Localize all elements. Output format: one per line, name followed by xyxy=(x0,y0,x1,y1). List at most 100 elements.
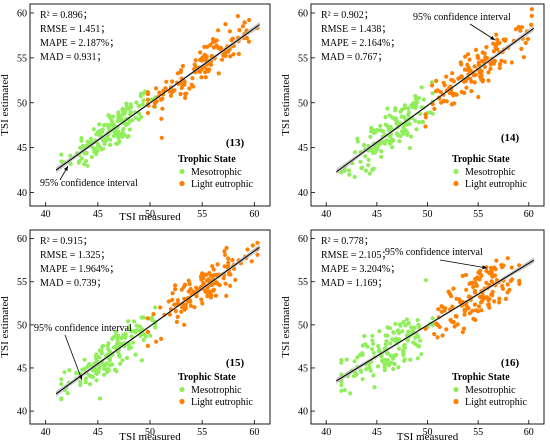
data-point xyxy=(228,54,233,59)
data-point xyxy=(430,91,435,96)
data-point xyxy=(145,316,150,321)
data-point xyxy=(110,362,115,367)
data-point xyxy=(134,100,139,105)
data-point xyxy=(255,252,260,257)
data-point xyxy=(423,115,428,120)
data-point xyxy=(242,20,247,25)
data-point xyxy=(233,277,238,282)
data-point xyxy=(149,315,154,320)
data-point xyxy=(401,125,406,130)
data-point xyxy=(141,337,146,343)
data-point xyxy=(117,354,122,359)
data-point xyxy=(216,71,221,76)
data-point xyxy=(78,145,83,150)
data-point xyxy=(401,353,406,358)
data-point xyxy=(383,115,388,120)
data-point xyxy=(145,90,150,95)
panel-number: (14) xyxy=(501,132,520,144)
stat-line: MAD = 1.169； xyxy=(321,278,387,289)
data-point xyxy=(97,122,102,127)
data-point xyxy=(370,333,375,338)
data-point xyxy=(191,84,196,89)
x-tick-label: 45 xyxy=(93,209,103,220)
data-point xyxy=(529,7,534,12)
series-light-eutrophic xyxy=(423,7,534,129)
data-point xyxy=(471,73,476,78)
panel-15: 40 45 50 55 60 40 45 50 55 60 TSI measured TSI esti… xyxy=(0,229,271,443)
data-point xyxy=(493,273,498,278)
data-point xyxy=(476,62,481,67)
data-point xyxy=(203,288,208,293)
data-point xyxy=(453,314,458,319)
data-point xyxy=(203,70,208,75)
data-point xyxy=(85,364,90,369)
panel-14: 40 45 50 55 60 40 45 50 55 60 TSI estimated R² = 0.… xyxy=(280,3,545,220)
x-tick-label: 60 xyxy=(249,209,259,220)
data-point xyxy=(360,165,365,170)
data-point xyxy=(471,284,476,289)
data-point xyxy=(357,352,363,358)
data-point xyxy=(466,294,472,299)
y-tick-label: 50 xyxy=(17,320,27,331)
data-point xyxy=(525,36,531,42)
data-point xyxy=(406,329,411,334)
data-point xyxy=(173,309,178,314)
data-point xyxy=(164,79,169,84)
data-point xyxy=(137,103,142,108)
data-point xyxy=(444,74,449,79)
y-tick-label: 55 xyxy=(298,53,308,64)
data-point xyxy=(372,150,378,155)
data-point xyxy=(182,79,187,84)
data-point xyxy=(473,47,479,53)
x-tick-label: 55 xyxy=(473,427,483,438)
panel-number: (13) xyxy=(226,137,245,149)
data-point xyxy=(509,265,514,270)
data-point xyxy=(126,134,131,139)
data-point xyxy=(408,357,413,362)
data-point xyxy=(339,383,344,388)
data-point xyxy=(202,52,207,57)
data-point xyxy=(416,120,421,125)
data-point xyxy=(166,299,171,304)
data-point xyxy=(187,281,192,287)
data-point xyxy=(467,311,472,316)
data-point xyxy=(188,299,193,304)
data-point xyxy=(404,317,409,322)
data-point xyxy=(490,289,495,295)
data-point xyxy=(393,321,398,326)
data-point xyxy=(153,325,158,330)
data-point xyxy=(444,99,449,104)
data-point xyxy=(497,40,502,46)
data-point xyxy=(124,101,129,106)
data-point xyxy=(464,85,469,90)
data-point xyxy=(111,133,116,139)
data-point xyxy=(82,357,87,362)
data-point xyxy=(490,293,495,298)
data-point xyxy=(479,73,484,78)
y-tick-label: 40 xyxy=(17,407,27,418)
data-point xyxy=(499,58,504,63)
data-point xyxy=(131,340,136,345)
data-point xyxy=(82,162,87,167)
data-point xyxy=(80,367,85,372)
data-point xyxy=(369,125,374,131)
data-point xyxy=(439,309,444,314)
data-point xyxy=(406,106,411,111)
data-point xyxy=(381,140,386,145)
data-point xyxy=(174,319,179,324)
data-point xyxy=(415,100,420,105)
data-point xyxy=(484,45,489,50)
data-point xyxy=(474,283,479,288)
data-point xyxy=(402,106,407,111)
data-point xyxy=(492,299,497,304)
data-point xyxy=(222,249,227,254)
data-point xyxy=(529,13,534,18)
legend-title: Trophic State xyxy=(178,154,236,165)
data-point xyxy=(237,28,242,33)
data-point xyxy=(480,293,485,298)
legend-label: Mesotrophic xyxy=(191,167,242,178)
data-point xyxy=(217,46,222,51)
data-point xyxy=(401,319,406,325)
data-point xyxy=(91,147,96,152)
data-point xyxy=(137,111,142,116)
